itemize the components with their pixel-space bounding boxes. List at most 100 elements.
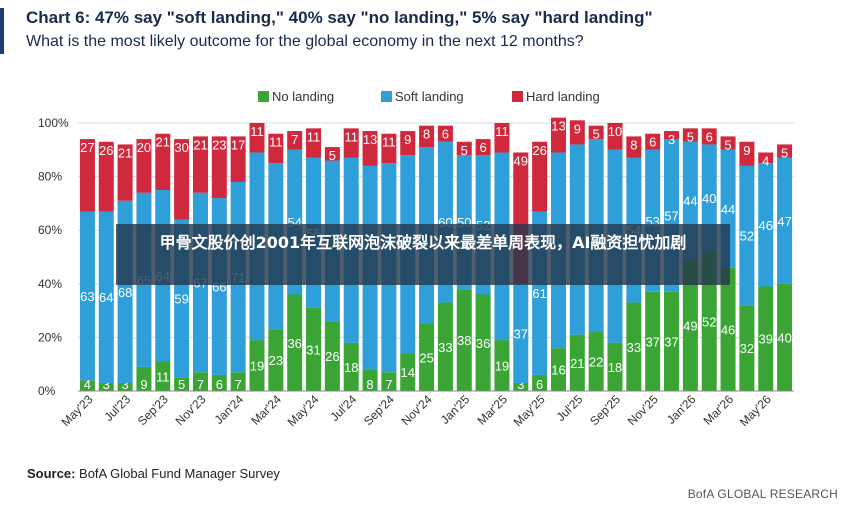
bar-segment-hard-landing [117, 144, 133, 201]
data-label: 7 [291, 132, 298, 147]
x-tick-label: Sep'24 [361, 392, 397, 428]
data-label: 6 [216, 377, 223, 392]
x-tick-label: Nov'23 [173, 392, 209, 428]
bar-segment-hard-landing [550, 117, 566, 153]
bar-segment-no-landing [532, 374, 548, 391]
x-tick-label: Jul'25 [554, 392, 586, 424]
data-label: 18 [608, 360, 622, 375]
data-label: 5 [329, 148, 336, 163]
data-label: 52 [740, 229, 754, 244]
source-label: Source: [27, 466, 76, 481]
data-label: 22 [589, 355, 603, 370]
bar-segment-no-landing [381, 372, 397, 391]
bar-segment-hard-landing [174, 139, 190, 220]
bar-segment-no-landing [249, 340, 265, 391]
data-label: 5 [781, 145, 788, 160]
bar-segment-hard-landing [79, 139, 95, 212]
data-label: 18 [344, 360, 358, 375]
x-tick-label: Sep'25 [587, 392, 623, 428]
data-label: 37 [664, 334, 678, 349]
bar-segment-no-landing [569, 334, 585, 391]
data-label: 36 [476, 336, 490, 351]
bar-segment-no-landing [211, 374, 227, 391]
bar-segment-no-landing [456, 289, 472, 391]
data-label: 30 [174, 140, 188, 155]
data-label: 32 [740, 341, 754, 356]
bar-segment-hard-landing [739, 141, 755, 166]
data-label: 9 [743, 143, 750, 158]
bar-segment-hard-landing [645, 133, 661, 150]
bar-segment-hard-landing [287, 131, 303, 150]
data-label: 7 [385, 377, 392, 392]
bar-segment-no-landing [437, 302, 453, 391]
x-tick-label: Mar'26 [701, 392, 737, 428]
bar-segment-hard-landing [306, 128, 322, 158]
bar-segment-no-landing [475, 294, 491, 391]
x-tick-label: Sep'23 [135, 392, 171, 428]
bar-segment-no-landing [626, 302, 642, 391]
bar-segment-no-landing [607, 342, 623, 391]
bar-segment-hard-landing [626, 136, 642, 158]
bar-segment-no-landing [230, 372, 246, 391]
data-label: 64 [99, 290, 113, 305]
bar-segment-hard-landing [268, 133, 284, 164]
bar-segment-no-landing [588, 332, 604, 391]
news-overlay-banner[interactable]: 甲骨文股价创2001年互联网泡沫破裂以来最差单周表现，AI融资担忧加剧 [116, 224, 730, 285]
data-label: 44 [721, 202, 735, 217]
data-label: 11 [495, 124, 509, 139]
data-label: 39 [759, 332, 773, 347]
chart-source: Source: BofA Global Fund Manager Survey [27, 466, 280, 481]
bar-segment-hard-landing [475, 139, 491, 156]
bar-segment-hard-landing [343, 128, 359, 158]
bar-segment-hard-landing [701, 128, 717, 145]
x-tick-label: Jan'24 [212, 392, 247, 427]
bar-segment-soft-landing [513, 283, 529, 383]
data-label: 9 [140, 377, 147, 392]
x-tick-label: May'25 [511, 392, 548, 429]
data-label: 7 [197, 377, 204, 392]
data-label: 46 [759, 218, 773, 233]
data-label: 57 [664, 208, 678, 223]
bar-segment-hard-landing [192, 136, 208, 193]
data-label: 31 [306, 342, 320, 357]
legend-swatch [258, 91, 269, 102]
bar-segment-hard-landing [456, 141, 472, 156]
legend-swatch [381, 91, 392, 102]
bar-segment-hard-landing [324, 147, 340, 161]
chart-subtitle: What is the most likely outcome for the … [26, 33, 584, 50]
bar-segment-no-landing [192, 372, 208, 391]
bar-segment-no-landing [155, 361, 171, 391]
bar-segment-no-landing [343, 342, 359, 391]
bar-segment-hard-landing [381, 133, 397, 164]
bar-segment-soft-landing [758, 163, 774, 287]
data-label: 4 [762, 153, 769, 168]
bar-segment-hard-landing [720, 136, 736, 150]
data-label: 23 [269, 353, 283, 368]
x-tick-label: May'23 [59, 392, 96, 429]
bar-segment-no-landing [550, 348, 566, 391]
data-label: 68 [118, 285, 132, 300]
bar-segment-no-landing [98, 382, 114, 391]
data-label: 49 [683, 318, 697, 333]
bar-segment-no-landing [324, 321, 340, 391]
bar-segment-hard-landing [249, 123, 265, 153]
data-label: 5 [593, 127, 600, 142]
bar-segment-hard-landing [569, 120, 585, 145]
data-label: 6 [479, 140, 486, 155]
data-label: 33 [627, 340, 641, 355]
bar-segment-no-landing [306, 307, 322, 391]
bar-segment-soft-landing [98, 211, 114, 383]
bar-segment-no-landing [513, 382, 529, 391]
legend-label: Hard landing [526, 89, 600, 104]
bar-segment-hard-landing [136, 139, 152, 193]
bar-segment-hard-landing [400, 131, 416, 156]
data-label: 21 [118, 145, 132, 160]
data-label: 3 [103, 377, 110, 392]
data-label: 19 [495, 359, 509, 374]
bar-segment-hard-landing [607, 123, 623, 150]
source-text: BofA Global Fund Manager Survey [79, 466, 280, 481]
data-label: 40 [702, 191, 716, 206]
data-label: 25 [419, 351, 433, 366]
bar-segment-no-landing [287, 294, 303, 391]
bar-segment-no-landing [739, 305, 755, 391]
